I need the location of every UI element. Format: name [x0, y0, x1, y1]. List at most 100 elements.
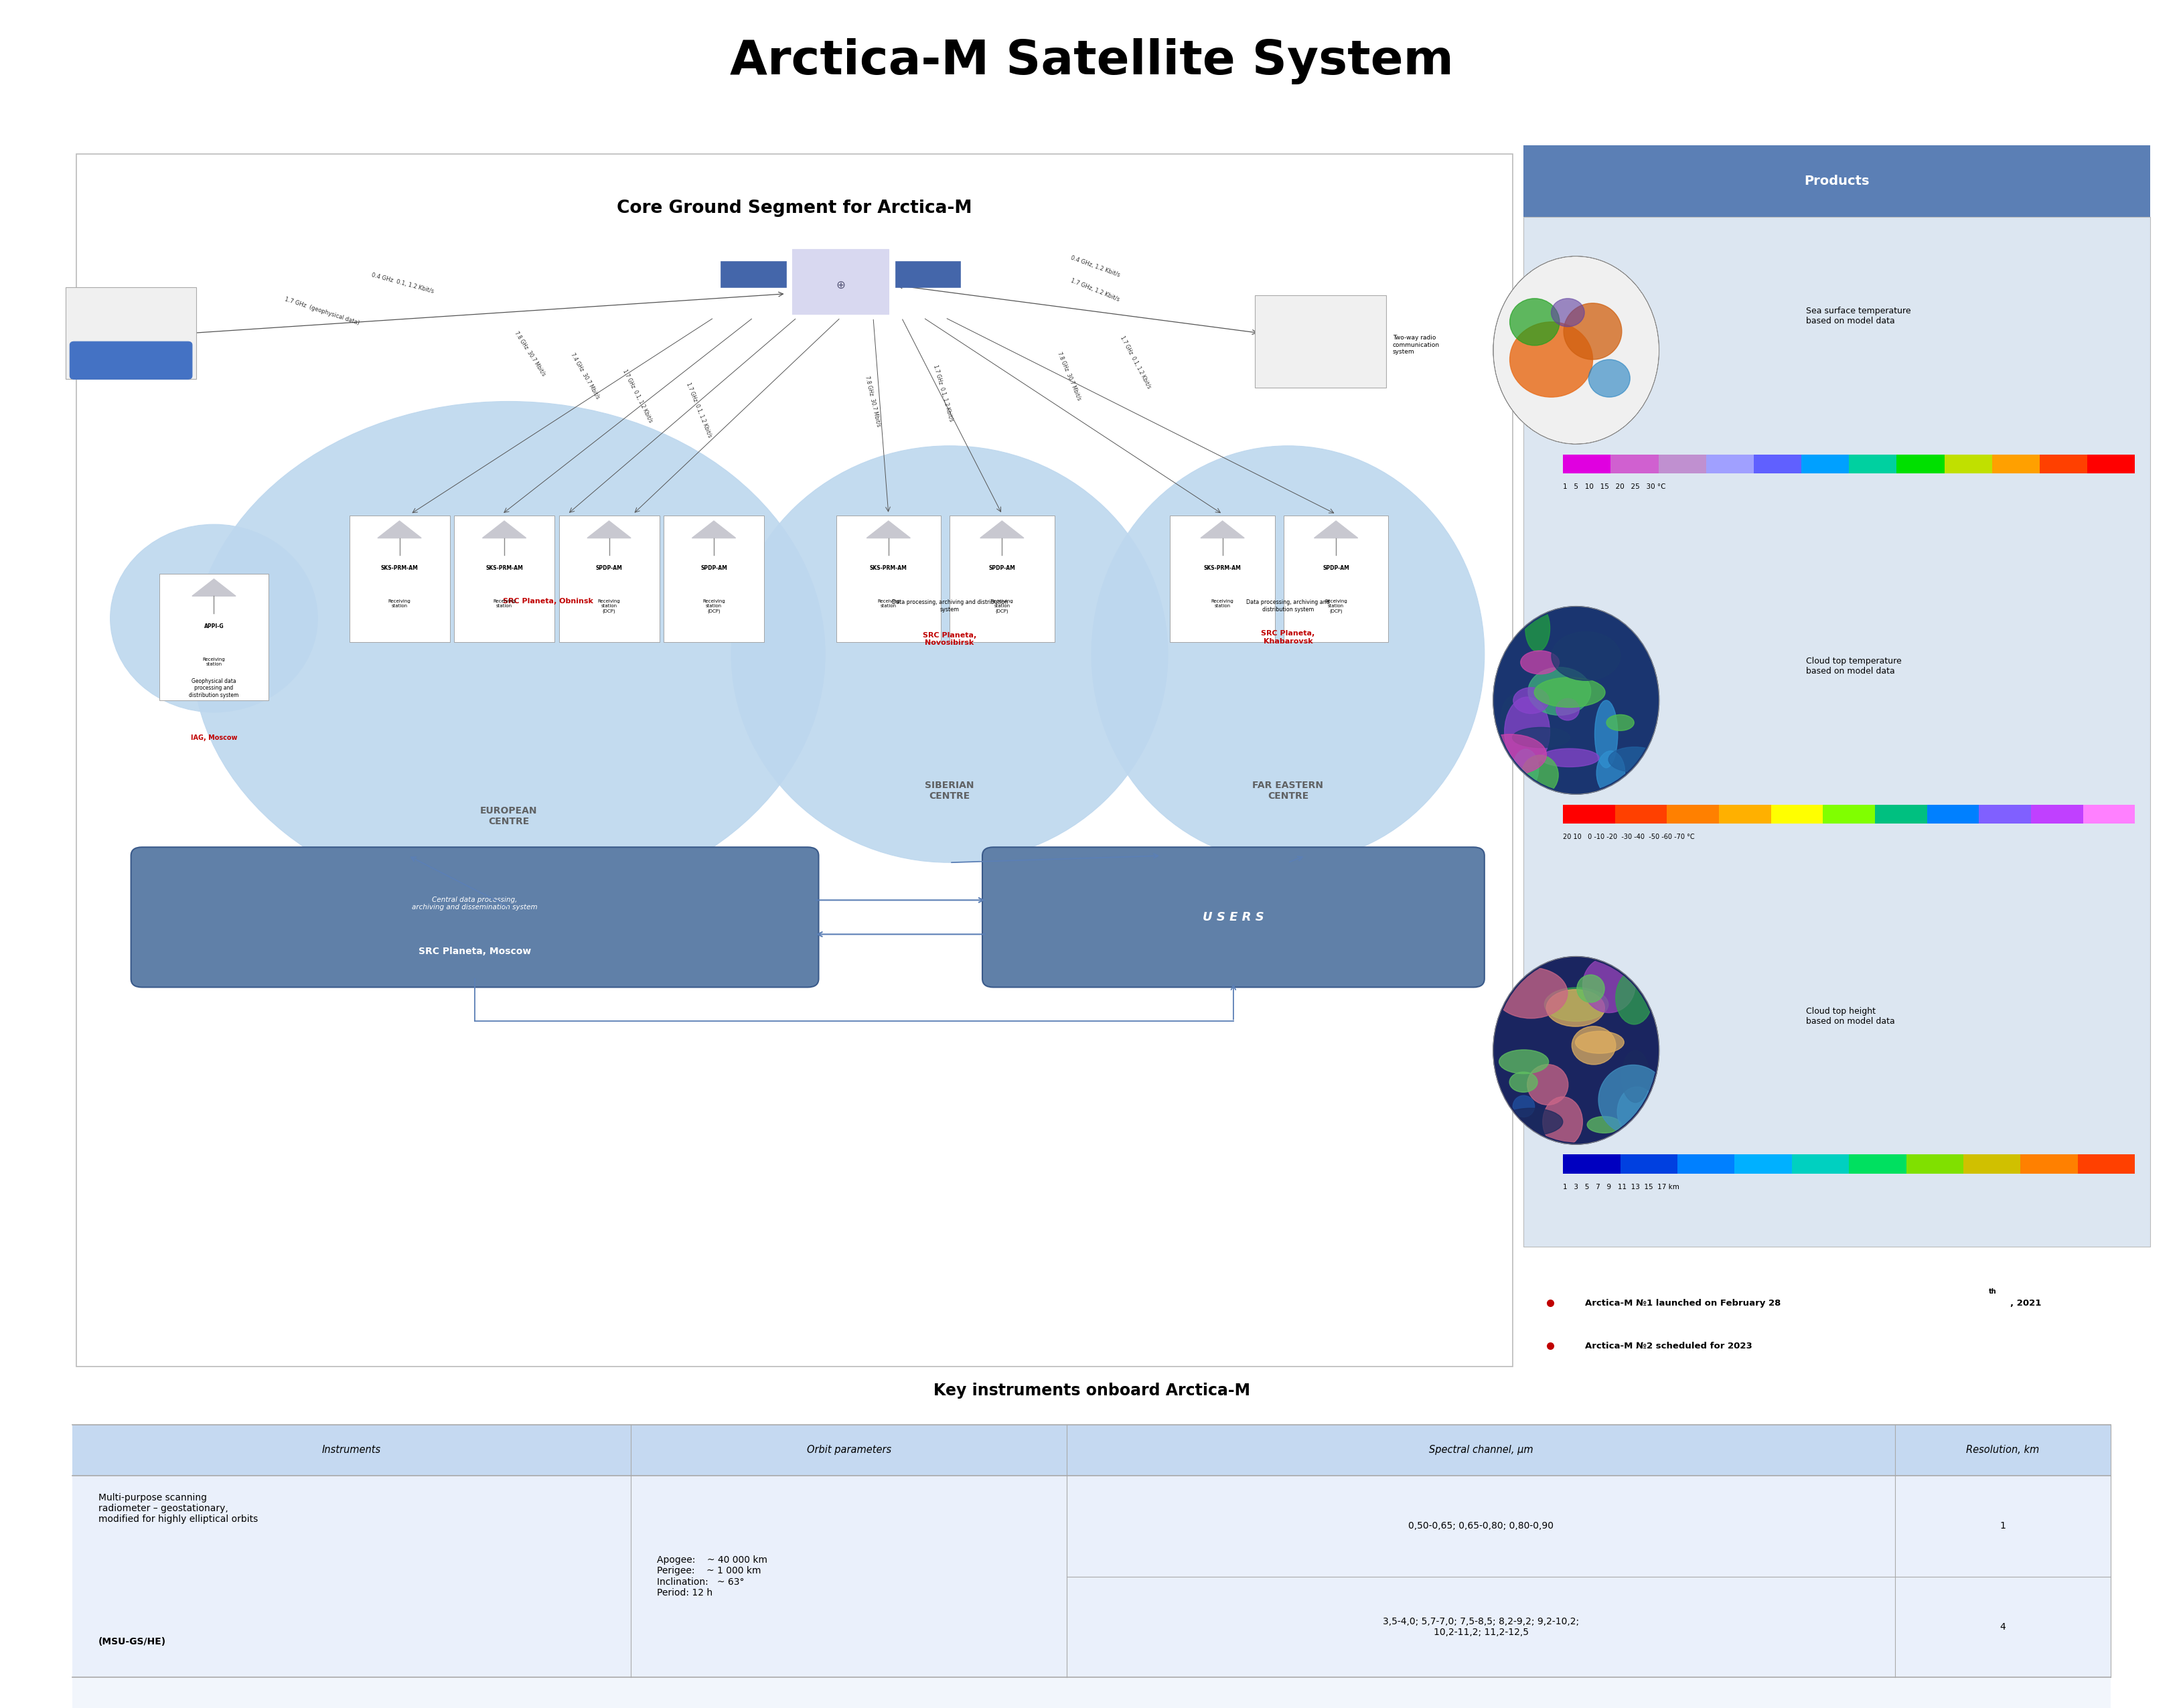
- Ellipse shape: [1522, 755, 1559, 794]
- Polygon shape: [192, 579, 236, 596]
- Bar: [1980, 804, 2030, 823]
- Ellipse shape: [1563, 302, 1622, 359]
- Text: Receiving
station
(DCP): Receiving station (DCP): [991, 600, 1013, 613]
- Text: ⊕: ⊕: [836, 278, 845, 292]
- Ellipse shape: [1546, 989, 1605, 1027]
- Text: Receiving
station
(DCP): Receiving station (DCP): [598, 600, 620, 613]
- Bar: [895, 261, 961, 287]
- Text: Sea surface temperature
based on model data: Sea surface temperature based on model d…: [1805, 307, 1910, 325]
- Text: 1.7 GHz  (geophysical data): 1.7 GHz (geophysical data): [284, 295, 360, 326]
- Ellipse shape: [1526, 605, 1550, 651]
- Bar: [1945, 454, 1993, 473]
- Bar: [1735, 1155, 1792, 1173]
- Polygon shape: [980, 521, 1024, 538]
- Ellipse shape: [1609, 746, 1661, 772]
- Bar: [1849, 454, 1897, 473]
- Text: 1.7 GHz  0.1, 1.2 Kbit/s: 1.7 GHz 0.1, 1.2 Kbit/s: [622, 369, 653, 424]
- Bar: [1875, 804, 1928, 823]
- Ellipse shape: [1493, 606, 1659, 794]
- Text: 0.4 GHz  0.1, 1.2 Kbit/s: 0.4 GHz 0.1, 1.2 Kbit/s: [371, 272, 434, 295]
- Bar: [1928, 804, 1980, 823]
- Text: Receiving
station
(DCP): Receiving station (DCP): [1325, 600, 1347, 613]
- FancyBboxPatch shape: [70, 342, 192, 379]
- FancyBboxPatch shape: [131, 847, 819, 987]
- Text: SRC Planeta, Moscow: SRC Planeta, Moscow: [419, 946, 530, 956]
- Ellipse shape: [1607, 714, 1635, 731]
- Ellipse shape: [1587, 1117, 1622, 1132]
- Ellipse shape: [1493, 256, 1659, 444]
- Text: IAG, Moscow: IAG, Moscow: [190, 734, 238, 741]
- Ellipse shape: [1495, 968, 1567, 1018]
- Text: 0,50-0,65; 0,65-0,80; 0,80-0,90: 0,50-0,65; 0,65-0,80; 0,80-0,90: [1408, 1522, 1554, 1530]
- Ellipse shape: [1598, 1064, 1668, 1134]
- Bar: [1792, 1155, 1849, 1173]
- Text: Orbit parameters: Orbit parameters: [808, 1445, 891, 1455]
- Text: Data processing, archiving and distribution
system: Data processing, archiving and distribut…: [891, 600, 1009, 613]
- FancyBboxPatch shape: [76, 154, 1513, 1366]
- Bar: [2083, 804, 2135, 823]
- Bar: [1801, 454, 1849, 473]
- Text: 4: 4: [2000, 1623, 2006, 1631]
- Text: Two-way radio
communication
system: Two-way radio communication system: [1393, 335, 1441, 355]
- Polygon shape: [482, 521, 526, 538]
- Bar: [720, 261, 786, 287]
- Bar: [2078, 1155, 2135, 1173]
- FancyBboxPatch shape: [836, 516, 941, 642]
- FancyBboxPatch shape: [159, 574, 269, 700]
- Bar: [1659, 454, 1707, 473]
- Text: 0.4 GHz, 1.2 Kbit/s: 0.4 GHz, 1.2 Kbit/s: [1070, 254, 1120, 278]
- Text: Receiving
station: Receiving station: [878, 600, 899, 608]
- Ellipse shape: [1596, 700, 1618, 769]
- Polygon shape: [378, 521, 421, 538]
- Text: Receiving
station: Receiving station: [493, 600, 515, 608]
- Polygon shape: [692, 521, 736, 538]
- Bar: [1770, 804, 1823, 823]
- Ellipse shape: [1615, 972, 1653, 1025]
- Text: Receiving
station: Receiving station: [203, 658, 225, 666]
- Text: SRC Planeta, Obninsk: SRC Planeta, Obninsk: [502, 598, 594, 605]
- Text: 1.7 GHz  0.1, 1.2 Kbit/s: 1.7 GHz 0.1, 1.2 Kbit/s: [932, 364, 954, 422]
- FancyBboxPatch shape: [1524, 217, 2150, 1247]
- Text: DCP
network: DCP network: [116, 355, 146, 369]
- FancyBboxPatch shape: [950, 516, 1054, 642]
- Ellipse shape: [1511, 299, 1559, 345]
- Text: SKS-PRM-AM: SKS-PRM-AM: [380, 565, 419, 572]
- Text: SKS-PRM-AM: SKS-PRM-AM: [1203, 565, 1242, 572]
- Ellipse shape: [1543, 1097, 1583, 1146]
- Bar: [1620, 1155, 1677, 1173]
- Ellipse shape: [1504, 697, 1550, 767]
- Text: SPDP-AM: SPDP-AM: [701, 565, 727, 572]
- Bar: [1563, 1155, 1620, 1173]
- FancyBboxPatch shape: [349, 516, 450, 642]
- Bar: [2021, 1155, 2078, 1173]
- Ellipse shape: [109, 524, 319, 712]
- Text: Arctica-M №2 scheduled for 2023: Arctica-M №2 scheduled for 2023: [1585, 1341, 1753, 1351]
- Ellipse shape: [1092, 446, 1484, 863]
- FancyBboxPatch shape: [65, 287, 196, 379]
- Ellipse shape: [731, 446, 1168, 863]
- Text: Arctica-M Satellite System: Arctica-M Satellite System: [729, 38, 1454, 85]
- Text: SPDP-AM: SPDP-AM: [989, 565, 1015, 572]
- Text: 1.7 GHz  0.1, 1.2 Kbit/s: 1.7 GHz 0.1, 1.2 Kbit/s: [685, 381, 712, 439]
- Bar: [2039, 454, 2087, 473]
- Ellipse shape: [1500, 1050, 1548, 1074]
- Text: SRC Planeta,
Khabarovsk: SRC Planeta, Khabarovsk: [1262, 630, 1314, 644]
- Bar: [1753, 454, 1801, 473]
- Ellipse shape: [1513, 688, 1550, 714]
- Text: EUROPEAN
CENTRE: EUROPEAN CENTRE: [480, 806, 537, 827]
- Bar: [1963, 1155, 2021, 1173]
- Text: Data collection
platforms: Data collection platforms: [107, 304, 155, 318]
- Ellipse shape: [1543, 987, 1609, 1021]
- Text: Key instruments onboard Arctica-M: Key instruments onboard Arctica-M: [932, 1382, 1251, 1399]
- Text: Cloud top height
based on model data: Cloud top height based on model data: [1805, 1008, 1895, 1025]
- Bar: [1611, 454, 1659, 473]
- Text: 3,5-4,0; 5,7-7,0; 7,5-8,5; 8,2-9,2; 9,2-10,2;
10,2-11,2; 11,2-12,5: 3,5-4,0; 5,7-7,0; 7,5-8,5; 8,2-9,2; 9,2-…: [1382, 1617, 1578, 1636]
- FancyBboxPatch shape: [559, 516, 659, 642]
- Text: Receiving
station: Receiving station: [389, 600, 410, 608]
- Text: SRC Planeta,
Novosibirsk: SRC Planeta, Novosibirsk: [923, 632, 976, 646]
- Bar: [1668, 804, 1718, 823]
- Bar: [1823, 804, 1875, 823]
- Polygon shape: [1201, 521, 1244, 538]
- Ellipse shape: [1576, 1032, 1624, 1054]
- FancyBboxPatch shape: [454, 516, 554, 642]
